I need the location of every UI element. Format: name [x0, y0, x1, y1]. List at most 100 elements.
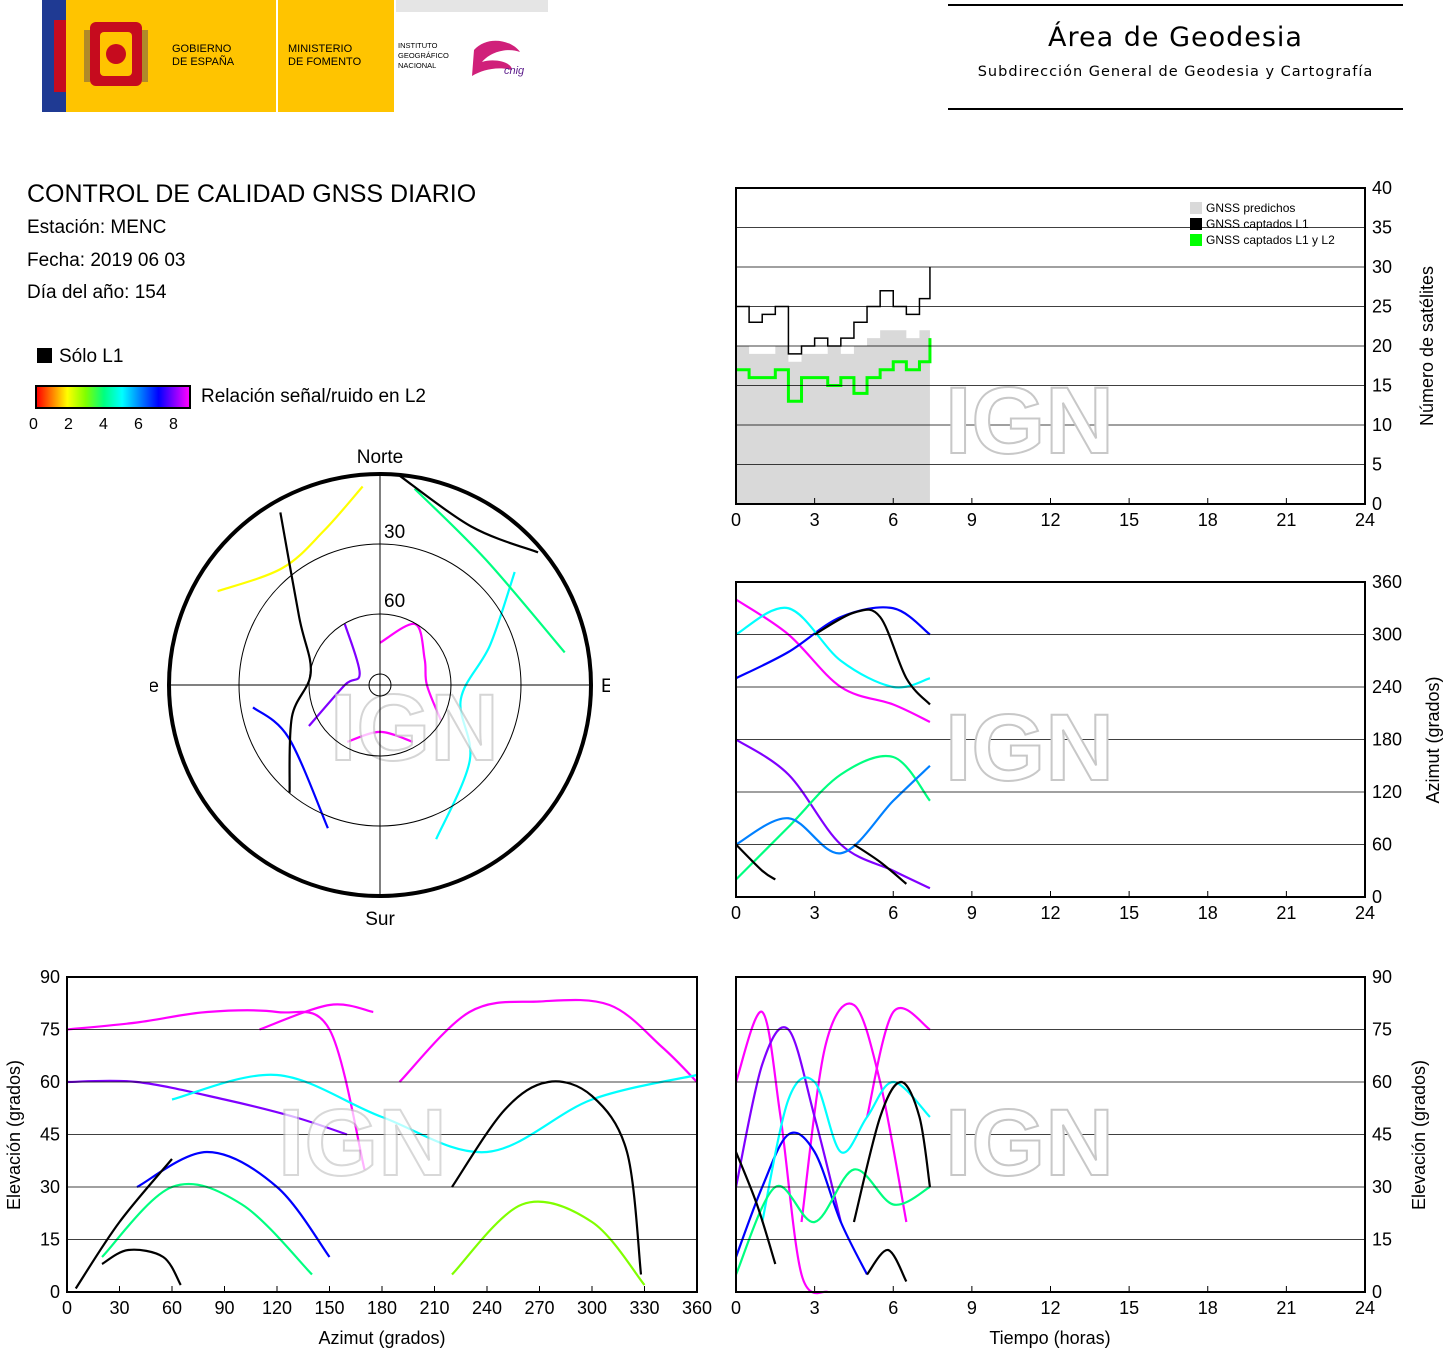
x-tick-label: 30 — [109, 1298, 129, 1318]
x-tick-label: 0 — [731, 1298, 741, 1318]
azimuth-tracks — [735, 598, 931, 890]
predicted-area — [736, 322, 930, 504]
legend-predicted: GNSS predichos — [1206, 201, 1295, 215]
satellite-track — [413, 487, 566, 654]
x-tick-label: 6 — [888, 903, 898, 923]
instituto-line-1: INSTITUTO — [398, 41, 438, 50]
y-axis-label: Azimut (grados) — [1423, 676, 1443, 803]
y-tick-label: 25 — [1372, 297, 1392, 317]
cnig-logo-icon: cnig — [472, 40, 525, 77]
x-tick-label: 18 — [1198, 510, 1218, 530]
satellite-track — [735, 754, 931, 881]
doy-label: Día del año: 154 — [27, 282, 167, 303]
snr-tick: 2 — [64, 416, 73, 433]
y-tick-label: 90 — [40, 967, 60, 987]
x-tick-label: 18 — [1198, 1298, 1218, 1318]
y-tick-label: 40 — [1372, 178, 1392, 198]
satellite-track — [279, 512, 312, 793]
legend-swatch-l1l2 — [1190, 234, 1202, 246]
y-tick-label: 180 — [1372, 730, 1402, 750]
satellite-track — [101, 1182, 313, 1276]
x-tick-label: 21 — [1276, 903, 1296, 923]
y-tick-label: 45 — [1372, 1125, 1392, 1145]
x-axis-label: Tiempo (horas) — [989, 1328, 1110, 1348]
y-tick-label: 30 — [1372, 1177, 1392, 1197]
satellite-track — [853, 843, 908, 885]
x-tick-label: 210 — [419, 1298, 449, 1318]
y-tick-label: 0 — [1372, 494, 1382, 514]
skyplot-chart: IGN Norte Sur Oeste Este 30 60 — [150, 447, 610, 930]
red-stripe — [54, 20, 66, 92]
y-tick-label: 15 — [1372, 1230, 1392, 1250]
satellite-track — [735, 764, 931, 855]
x-tick-label: 24 — [1355, 510, 1375, 530]
y-tick-label: 10 — [1372, 415, 1392, 435]
elevation-time-tracks — [734, 1002, 932, 1295]
x-tick-label: 270 — [524, 1298, 554, 1318]
x-tick-label: 360 — [682, 1298, 712, 1318]
x-tick-label: 9 — [967, 510, 977, 530]
instituto-line-3: NACIONAL — [398, 61, 436, 70]
satellite-track — [800, 1002, 908, 1223]
area-subtitle: Subdirección General de Geodesia y Carto… — [977, 64, 1374, 80]
x-axis-label: Azimut (grados) — [318, 1328, 445, 1348]
x-tick-label: 15 — [1119, 903, 1139, 923]
x-tick-labels: 0 30 60 90 120 150 180 210 240 270 300 330 360 — [62, 1298, 712, 1318]
ign-watermark: IGN — [945, 1090, 1114, 1196]
x-tick-label: 3 — [810, 903, 820, 923]
y-tick-label: 5 — [1372, 455, 1382, 475]
north-label: Norte — [357, 447, 403, 468]
ministerio-line-1: MINISTERIO — [288, 43, 353, 55]
y-tick-label: 240 — [1372, 677, 1402, 697]
legend-l1l2: GNSS captados L1 y L2 — [1206, 233, 1335, 247]
y-tick-labels: 0 60 120 180 240 300 360 — [1372, 572, 1402, 907]
l1-only-label: Sólo L1 — [59, 346, 124, 367]
satellite-track — [66, 1079, 348, 1136]
gobierno-line-2: DE ESPAÑA — [172, 55, 235, 68]
report-title: CONTROL DE CALIDAD GNSS DIARIO — [27, 180, 477, 208]
l1-only-swatch — [37, 348, 52, 363]
x-tick-label: 0 — [731, 510, 741, 530]
date-label: Fecha: 2019 06 03 — [27, 250, 186, 271]
coat-of-arms-icon — [84, 22, 148, 86]
area-header-frame — [948, 4, 1403, 110]
y-tick-labels: 0 5 10 15 20 25 30 35 40 — [1372, 178, 1392, 514]
satellite-track — [734, 1131, 869, 1275]
satellite-track — [252, 706, 329, 829]
y-axis-label: Elevación (grados) — [1409, 1060, 1429, 1210]
y-tick-label: 45 — [40, 1125, 60, 1145]
x-tick-label: 24 — [1355, 903, 1375, 923]
y-tick-label: 15 — [40, 1230, 60, 1250]
x-tick-label: 330 — [629, 1298, 659, 1318]
y-tick-label: 300 — [1372, 625, 1402, 645]
y-tick-label: 60 — [1372, 1072, 1392, 1092]
snr-colorbar — [35, 385, 191, 409]
ign-watermark: IGN — [330, 675, 499, 781]
plot-frame — [735, 976, 1366, 1293]
satellite-track — [379, 622, 442, 721]
x-tick-labels: 0 3 6 9 12 15 18 21 24 — [731, 903, 1375, 923]
y-tick-label: 15 — [1372, 376, 1392, 396]
ring-label-30: 30 — [384, 522, 405, 543]
x-tick-label: 12 — [1040, 510, 1060, 530]
snr-tick: 4 — [99, 416, 108, 433]
x-tick-label: 9 — [967, 903, 977, 923]
instituto-line-2: GEOGRÁFICO — [398, 51, 449, 60]
x-tick-label: 9 — [967, 1298, 977, 1318]
east-label: Este — [601, 676, 610, 697]
x-tick-label: 21 — [1276, 510, 1296, 530]
snr-tick: 0 — [29, 416, 38, 433]
x-tick-label: 120 — [262, 1298, 292, 1318]
west-label: Oeste — [150, 676, 159, 697]
y-tick-label: 0 — [1372, 887, 1382, 907]
x-tick-label: 90 — [214, 1298, 234, 1318]
satellite-track — [735, 606, 931, 689]
x-tick-label: 21 — [1276, 1298, 1296, 1318]
elevation-azimuth-chart: IGN 0 30 60 90 120 150 180 210 240 270 300 330 360 0… — [4, 967, 712, 1348]
ign-watermark: IGN — [945, 695, 1114, 801]
x-tick-label: 180 — [367, 1298, 397, 1318]
x-tick-label: 12 — [1040, 1298, 1060, 1318]
satellite-count-chart: IGN 0 3 6 9 12 15 18 21 24 0 5 10 15 20 25 30 35 40 Núme… — [731, 178, 1437, 530]
gobierno-line-1: GOBIERNO — [172, 43, 232, 55]
satellite-track — [865, 1007, 931, 1118]
